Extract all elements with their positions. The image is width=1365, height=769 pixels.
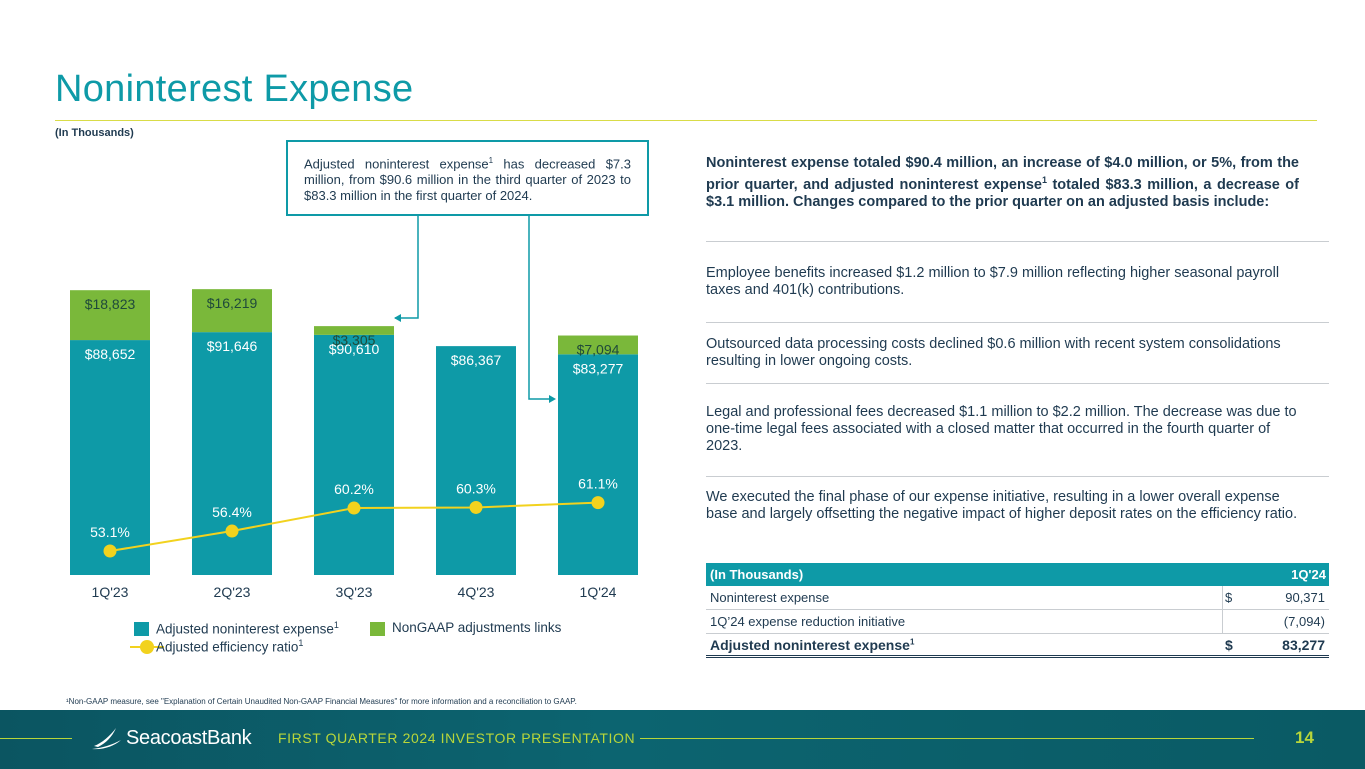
- footer-rule-right: [640, 738, 1254, 739]
- bar-adjusted-1: [192, 332, 272, 575]
- callout-connectors: [394, 216, 556, 403]
- commentary-intro: Noninterest expense totaled $90.4 millio…: [706, 155, 1299, 210]
- bar-adjusted-4: [558, 354, 638, 575]
- x-axis-labels: 1Q'23 2Q'23 3Q'23 4Q'23 1Q'24: [92, 584, 617, 600]
- commentary-item: Outsourced data processing costs decline…: [706, 322, 1329, 383]
- bar-nongaap-2: [314, 326, 394, 335]
- row-currency: $: [1225, 590, 1233, 605]
- title-divider: [55, 120, 1317, 121]
- row-value: 90,371: [1285, 590, 1325, 605]
- page-title: Noninterest Expense: [55, 68, 414, 110]
- x-tick-label-1: 2Q'23: [214, 584, 251, 600]
- legend-label-ratio: Adjusted efficiency ratio1: [156, 638, 304, 655]
- footer-bar: SeacoastBank FIRST QUARTER 2024 INVESTOR…: [0, 710, 1365, 769]
- sail-logo-icon: [92, 728, 121, 750]
- row-label: 1Q’24 expense reduction initiative: [710, 614, 906, 629]
- connector-1q24-arrow: [549, 395, 556, 403]
- x-tick-label-2: 3Q'23: [336, 584, 373, 600]
- presentation-title: FIRST QUARTER 2024 INVESTOR PRESENTATION: [278, 730, 636, 746]
- ratio-label-4: 61.1%: [578, 476, 618, 492]
- ratio-label-1: 56.4%: [212, 504, 252, 520]
- table-row: Noninterest expense $ 90,371: [706, 586, 1329, 610]
- footnote: ¹Non-GAAP measure, see "Explanation of C…: [66, 697, 577, 706]
- connector-3q23: [395, 216, 419, 319]
- bar-adjusted-2: [314, 334, 394, 575]
- commentary-item: Legal and professional fees decreased $1…: [706, 383, 1329, 476]
- x-tick-label-3: 4Q'23: [458, 584, 495, 600]
- ratio-label-0: 53.1%: [90, 524, 130, 540]
- callout-box: Adjusted noninterest expense1 has decrea…: [286, 140, 649, 216]
- ratio-point-0: [103, 544, 117, 558]
- legend-label-nongaap: NonGAAP adjustments links: [392, 620, 562, 635]
- table-row: 1Q’24 expense reduction initiative (7,09…: [706, 610, 1329, 634]
- table-header: (In Thousands) 1Q'24: [706, 563, 1329, 586]
- table-header-period: 1Q'24: [1291, 567, 1326, 582]
- legend-swatch-nongaap: [370, 622, 385, 636]
- row-value: (7,094): [1283, 614, 1325, 629]
- row-value: 83,277: [1282, 636, 1325, 653]
- reconciliation-table: (In Thousands) 1Q'24 Noninterest expense…: [706, 563, 1329, 658]
- page-number: 14: [1295, 728, 1314, 747]
- bar-adjusted-3: [436, 346, 516, 575]
- ratio-point-4: [591, 496, 605, 510]
- callout-text-a: Adjusted noninterest expense: [304, 156, 489, 172]
- row-label: Noninterest expense: [710, 590, 830, 605]
- legend-dot-ratio: [140, 640, 154, 654]
- x-tick-label-4: 1Q'24: [580, 584, 617, 600]
- ratio-line-layer: 53.1% 56.4% 60.2% 60.3% 61.1%: [90, 476, 618, 558]
- bar-label-adjusted-3: $86,367: [451, 352, 502, 368]
- commentary-panel: Noninterest expense totaled $90.4 millio…: [706, 155, 1329, 560]
- bar-label-nongaap-1: $16,219: [207, 295, 258, 311]
- commentary-item: We executed the final phase of our expen…: [706, 476, 1329, 560]
- connector-3q23-arrow: [394, 314, 401, 322]
- brand-name: SeacoastBank: [126, 726, 252, 749]
- legend-label-adjusted: Adjusted noninterest expense1: [156, 620, 339, 637]
- bar-label-adjusted-1: $91,646: [207, 338, 258, 354]
- ratio-label-3: 60.3%: [456, 480, 496, 496]
- callout-text-b: has decreased $7.3 million, from $90.6 m…: [304, 156, 631, 204]
- units-note: (In Thousands): [55, 127, 134, 139]
- footer-rule-left: [0, 738, 72, 739]
- legend-swatch-adjusted: [134, 622, 149, 636]
- bar-label-adjusted-4: $83,277: [573, 360, 624, 376]
- connector-1q24: [528, 216, 553, 400]
- row-label: Adjusted noninterest expense1: [710, 636, 915, 653]
- expense-chart: $88,652 $18,823 $91,646 $16,219 $90,610$3,30…: [70, 216, 638, 600]
- table-row-total: Adjusted noninterest expense1 $ 83,277: [706, 634, 1329, 658]
- ratio-point-2: [347, 501, 361, 515]
- commentary-item: Employee benefits increased $1.2 million…: [706, 241, 1329, 322]
- bar-nongaap-4: [558, 335, 638, 355]
- bar-label-nongaap-2: $3,305: [333, 332, 376, 348]
- bars-layer: $88,652 $18,823 $91,646 $16,219 $90,610$3,30…: [70, 289, 638, 575]
- callout-sup: 1: [488, 156, 494, 165]
- bar-nongaap-1: [192, 289, 272, 333]
- bar-label-adjusted-2: $90,610: [329, 341, 380, 357]
- ratio-label-2: 60.2%: [334, 481, 374, 497]
- ratio-point-1: [225, 524, 239, 538]
- bar-label-nongaap-0: $18,823: [85, 296, 136, 312]
- row-currency: $: [1225, 636, 1233, 653]
- bar-adjusted-0: [70, 340, 150, 575]
- table-header-label: (In Thousands): [710, 567, 804, 582]
- bar-label-adjusted-0: $88,652: [85, 346, 136, 362]
- ratio-point-3: [469, 500, 483, 514]
- brand-logo: SeacoastBank: [92, 726, 252, 750]
- bar-label-nongaap-4: $7,094: [577, 342, 620, 358]
- bar-nongaap-0: [70, 290, 150, 341]
- x-tick-label-0: 1Q'23: [92, 584, 129, 600]
